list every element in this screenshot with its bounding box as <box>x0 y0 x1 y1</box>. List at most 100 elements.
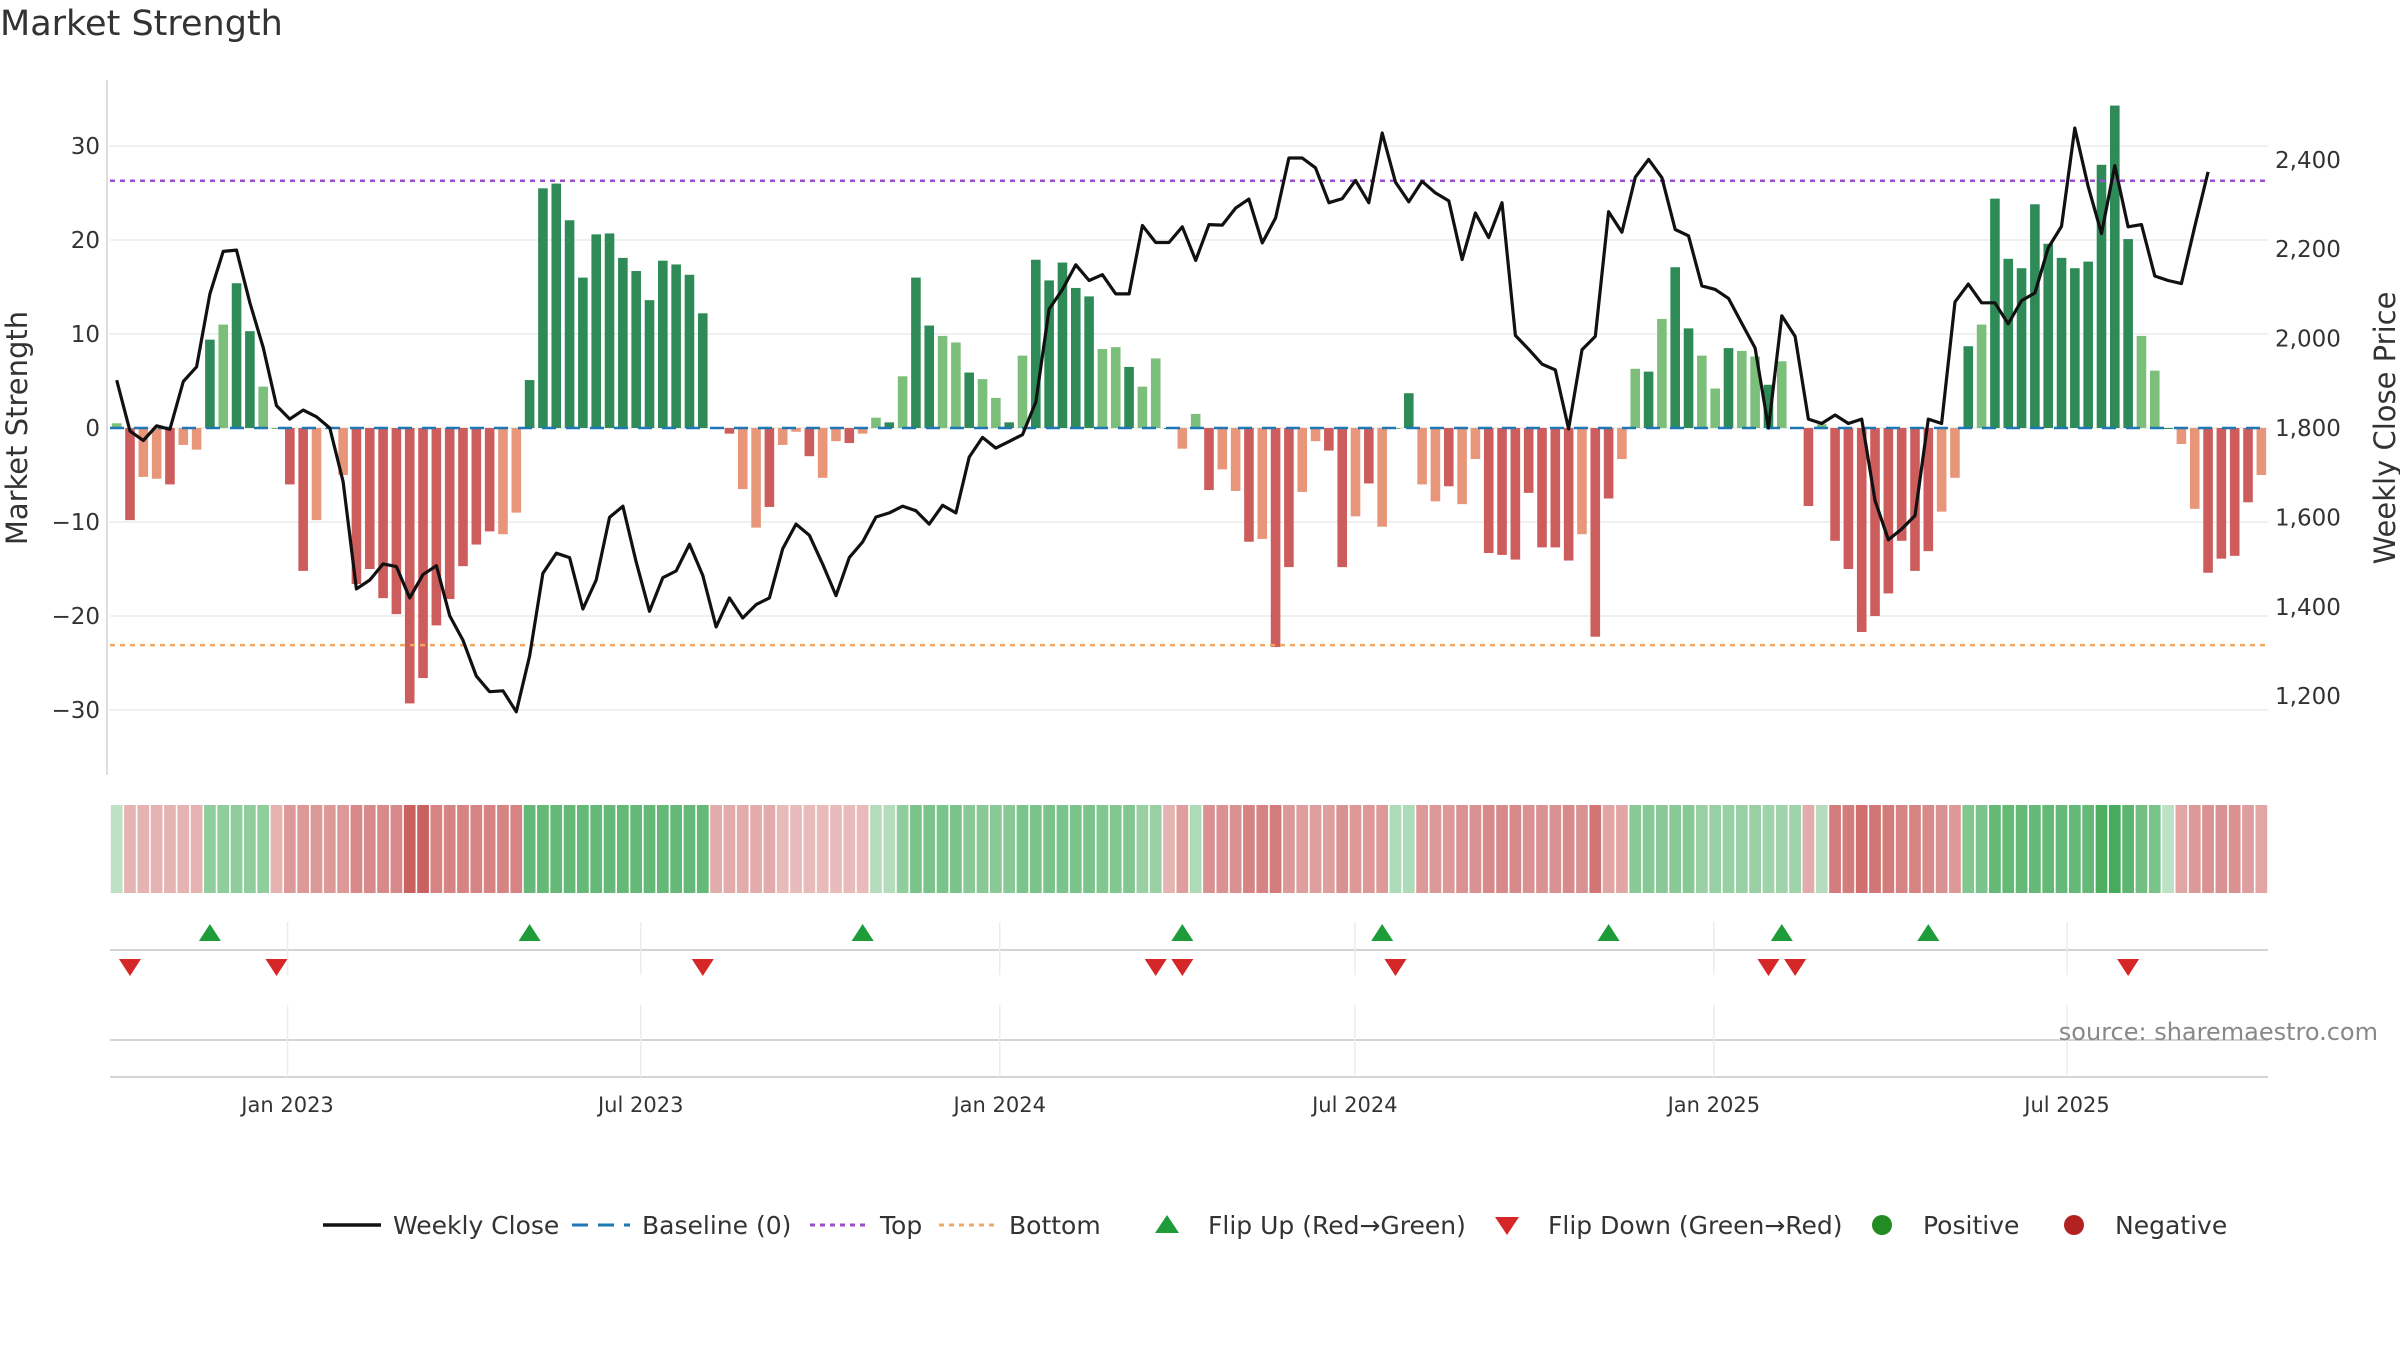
legend-label: Bottom <box>1009 1211 1101 1240</box>
strength-bar <box>2110 105 2120 428</box>
heat-cell <box>1203 805 1215 893</box>
heat-cell <box>2175 805 2188 893</box>
strength-bar <box>1990 198 2000 428</box>
strength-bar <box>151 428 162 479</box>
legend-label: Negative <box>2115 1211 2227 1240</box>
strength-bar <box>1563 428 1574 561</box>
heat-cell <box>1975 805 1988 893</box>
strength-bar <box>1537 428 1547 548</box>
y-tick-label: −30 <box>51 698 100 724</box>
heat-cell <box>177 805 190 893</box>
heat-cell <box>2162 805 2174 893</box>
strength-bar <box>1084 296 1094 428</box>
strength-bar <box>1710 388 1720 428</box>
flip-down-marker <box>2117 959 2140 976</box>
heat-cell <box>2255 805 2268 893</box>
legend-item: Baseline (0) <box>572 1211 791 1240</box>
strength-bar <box>871 417 881 428</box>
heat-cell <box>976 805 989 893</box>
heat-cell <box>950 805 962 893</box>
heat-cell <box>2122 805 2134 893</box>
heat-cell <box>2029 805 2041 893</box>
strength-bar <box>524 380 535 428</box>
y-tick-label: 0 <box>85 416 100 442</box>
strength-bar <box>1523 428 1534 493</box>
strength-bar <box>1830 428 1840 541</box>
strength-bar <box>511 428 522 513</box>
strength-bar <box>964 372 974 428</box>
heat-cell <box>310 805 323 893</box>
heat-cell <box>2202 805 2214 893</box>
strength-bar <box>2163 428 2173 429</box>
strength-bar <box>1230 428 1241 491</box>
heat-cell <box>803 805 816 893</box>
date-tick-label: Jul 2023 <box>596 1093 683 1117</box>
y2-tick-label: 1,200 <box>2275 684 2341 710</box>
strength-bar <box>138 428 149 477</box>
strength-bar <box>551 183 562 428</box>
heat-cell <box>1176 805 1189 893</box>
heat-cell <box>1296 805 1309 893</box>
heat-cell <box>1842 805 1855 893</box>
heat-cell <box>124 805 136 893</box>
strength-bar <box>1510 428 1521 560</box>
strength-bar <box>977 379 988 428</box>
strength-bar <box>1737 350 1747 428</box>
strength-bar <box>1377 428 1387 527</box>
strength-bar <box>1257 428 1268 539</box>
heat-cell <box>2135 805 2148 893</box>
strength-bar <box>311 428 322 521</box>
heat-cell <box>856 805 869 893</box>
heat-cell <box>590 805 603 893</box>
heat-cell <box>1589 805 1602 893</box>
heat-cell <box>1869 805 1881 893</box>
y2-tick-label: 2,000 <box>2275 327 2341 353</box>
flip-down-marker <box>1784 959 1807 976</box>
heat-cell <box>1642 805 1655 893</box>
heat-cell <box>1815 805 1828 893</box>
strength-bar <box>1936 428 1947 512</box>
strength-bar <box>1350 428 1361 517</box>
heat-cell <box>2055 805 2068 893</box>
heat-cell <box>244 805 256 893</box>
heat-cell <box>1709 805 1722 893</box>
strength-bar <box>684 274 695 428</box>
strength-bar <box>1657 318 1667 428</box>
legend-swatch <box>1155 1215 1179 1233</box>
heat-cell <box>323 805 336 893</box>
y2-tick-label: 1,400 <box>2275 595 2341 621</box>
strength-bar <box>2136 335 2147 428</box>
heat-cell <box>390 805 403 893</box>
strength-bar <box>1683 328 1694 428</box>
heat-cell <box>696 805 709 893</box>
strength-bar <box>2070 268 2080 428</box>
y-axis-title: Market Strength <box>0 311 34 545</box>
strength-bar <box>604 233 615 428</box>
heat-cell <box>750 805 762 893</box>
strength-bar <box>1843 428 1854 569</box>
heat-cell <box>537 805 549 893</box>
strength-bar <box>298 428 308 571</box>
heat-cell <box>630 805 643 893</box>
heat-cell <box>1616 805 1628 893</box>
heat-cell <box>1895 805 1908 893</box>
strength-bar <box>245 331 255 428</box>
heat-cell <box>1256 805 1269 893</box>
strength-bar <box>631 271 641 428</box>
heat-cell <box>2148 805 2161 893</box>
flip-up-marker <box>1371 924 1394 941</box>
strength-bar <box>2096 164 2107 429</box>
strength-bar <box>285 428 295 485</box>
strength-bar <box>591 234 602 428</box>
legend-item: Bottom <box>939 1211 1101 1240</box>
strength-bar <box>1217 428 1228 470</box>
strength-bar <box>1630 368 1641 428</box>
strength-bar <box>1856 428 1867 632</box>
strength-bar <box>671 264 681 428</box>
y-tick-label: 30 <box>71 134 100 160</box>
strength-bar <box>271 428 282 429</box>
strength-bar <box>1723 348 1734 428</box>
heat-cell <box>2228 805 2241 893</box>
heat-cell <box>1456 805 1468 893</box>
strength-bar <box>205 339 215 428</box>
